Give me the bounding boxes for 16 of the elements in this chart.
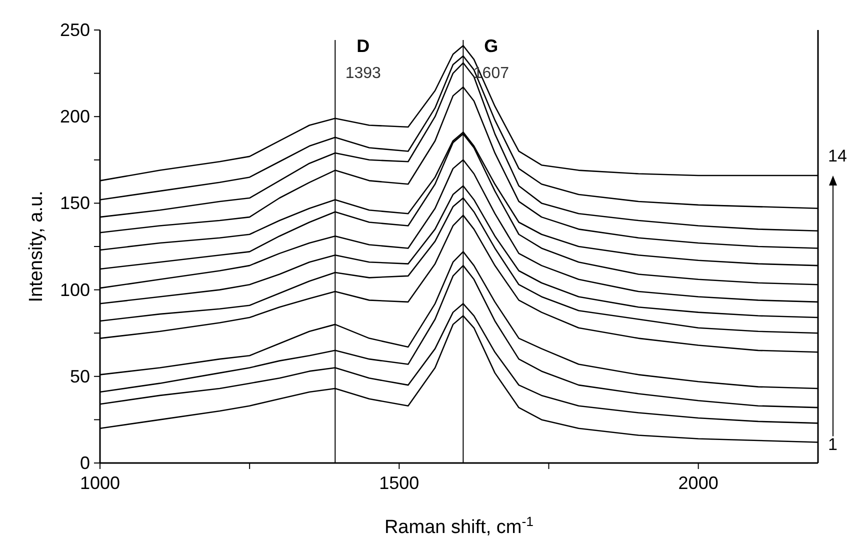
y-tick-label: 250 [60,20,90,40]
y-tick-label: 0 [80,453,90,473]
y-tick-label: 200 [60,106,90,127]
y-tick-label: 100 [60,280,90,300]
x-axis-title: Raman shift, cm$^{-1}$ [384,514,534,538]
y-axis-title: Intensity, a.u. [26,190,47,302]
series-label: 14 [828,146,847,166]
x-tick-label: 2000 [678,473,718,493]
y-tick-label: 150 [60,193,90,214]
x-tick-label: 1000 [80,473,120,493]
ref-line-label: G [484,36,498,56]
ref-line-label: D [356,36,370,56]
annotation: 1393 [345,65,382,82]
y-tick-label: 50 [70,366,90,386]
x-tick-label: 1500 [379,473,420,493]
series-label: 1 [828,435,838,454]
